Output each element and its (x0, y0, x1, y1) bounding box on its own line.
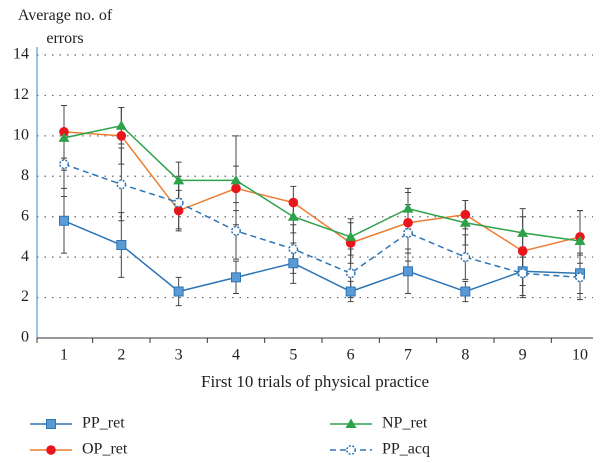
data-point (574, 235, 586, 245)
data-point (59, 159, 69, 170)
legend-marker (46, 419, 56, 429)
data-point (517, 246, 528, 256)
x-tick-label: 2 (117, 347, 125, 364)
y-axis-label: Average no. of errors (17, 7, 113, 47)
x-tick-label: 5 (289, 347, 297, 364)
data-point (403, 227, 413, 238)
legend-label: PP_acq (382, 441, 430, 458)
data-point (403, 266, 413, 277)
data-point (288, 197, 299, 208)
x-tick-label: 7 (404, 347, 412, 364)
y-tick-label: 2 (21, 288, 29, 305)
y-tick-label: 14 (13, 46, 29, 63)
data-point (231, 225, 241, 236)
data-point (345, 268, 356, 279)
data-point (288, 244, 299, 255)
x-tick-label: 1 (60, 347, 68, 364)
data-point (116, 131, 127, 141)
data-point (173, 205, 184, 216)
y-tick-label: 12 (13, 86, 29, 103)
y-tick-label: 4 (21, 248, 29, 265)
data-point (460, 209, 471, 220)
data-point (116, 179, 127, 190)
data-point (230, 174, 242, 185)
data-point (231, 272, 241, 283)
data-point (459, 217, 471, 227)
data-point (173, 174, 185, 185)
data-point (402, 203, 414, 213)
x-tick-label: 9 (519, 347, 527, 364)
x-tick-label: 6 (347, 347, 355, 364)
data-point (59, 215, 69, 226)
y-tick-label: 0 (21, 329, 29, 346)
data-point (287, 211, 299, 221)
legend-label: NP_ret (382, 415, 428, 432)
data-point (231, 183, 241, 194)
data-point (59, 127, 69, 137)
series-line (63, 220, 581, 293)
x-tick-label: 10 (572, 347, 588, 364)
data-point (173, 197, 184, 208)
data-point (345, 286, 356, 297)
data-point (403, 217, 413, 228)
data-point (345, 231, 357, 241)
data-point (460, 286, 471, 297)
x-tick-label: 3 (175, 347, 183, 364)
data-point (173, 286, 184, 297)
data-point (116, 240, 127, 251)
y-tick-label: 10 (13, 127, 29, 144)
x-tick-label: 4 (232, 347, 240, 364)
series-line (63, 124, 581, 242)
legend-marker (46, 445, 56, 455)
data-point (58, 132, 70, 142)
data-point (288, 258, 299, 269)
series-line (63, 163, 581, 279)
x-axis-label: First 10 trials of physical practice (201, 372, 429, 391)
legend-marker (346, 445, 356, 455)
legend-label: OP_ret (82, 441, 128, 458)
data-point (460, 252, 471, 263)
data-point (575, 272, 585, 283)
data-point (517, 227, 529, 237)
data-point (517, 268, 528, 279)
series-line (63, 131, 581, 252)
y-tick-label: 6 (21, 207, 29, 224)
legend-marker (345, 418, 357, 428)
y-tick-label: 8 (21, 167, 29, 184)
legend-label: PP_ret (82, 415, 125, 432)
x-tick-label: 8 (461, 347, 469, 364)
data-point (115, 120, 127, 130)
